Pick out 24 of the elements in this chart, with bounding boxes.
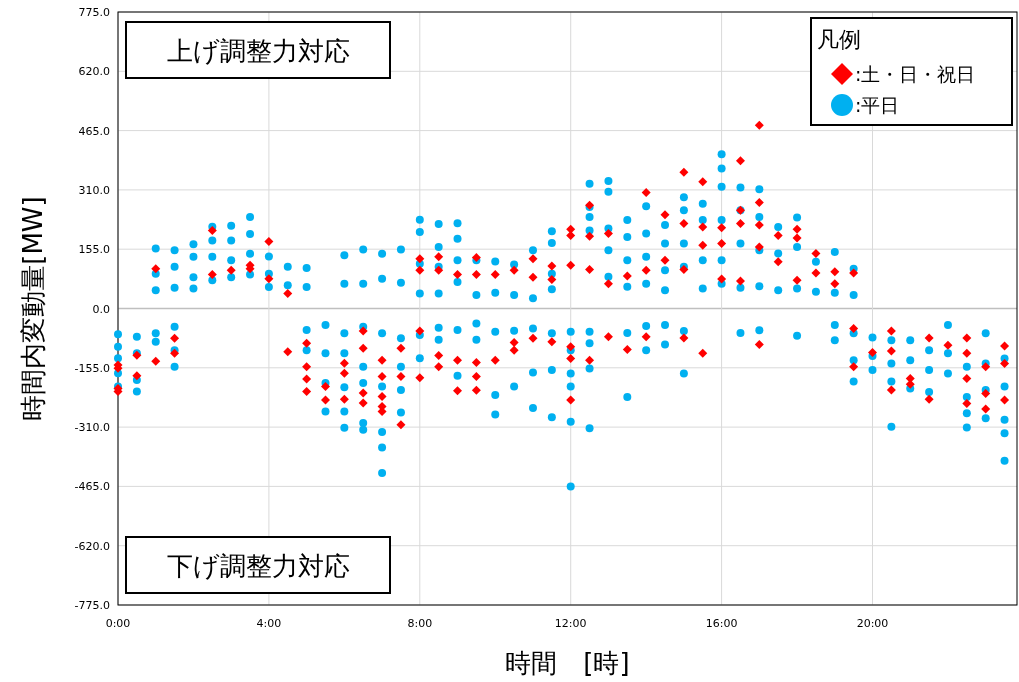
x-axis-title: 時間 [時] [505,648,630,678]
y-tick-label: -775.0 [74,599,110,612]
y-tick-label: 0.0 [92,302,110,316]
annotation: 下げ調整力対応 [166,551,350,581]
y-tick-label: -620.0 [74,539,110,553]
x-tick-label: 16:00 [705,617,738,630]
x-tick-label: 4:00 [256,617,282,630]
legend-label: :土・日・祝日 [855,63,976,85]
y-tick-label: -155.0 [74,361,110,375]
y-tick-label: 310.0 [78,183,110,197]
y-tick-label: 155.0 [78,243,110,257]
y-tick-label: 620.0 [78,65,110,79]
legend-title: 凡例 [817,27,861,52]
y-tick-label: -310.0 [74,421,110,435]
x-tick-label: 12:00 [554,617,587,630]
x-tick-label: 8:00 [407,617,433,630]
y-tick-label: 465.0 [78,124,110,138]
x-tick-label: 20:00 [856,617,889,630]
annotation: 上げ調整力対応 [166,36,350,66]
y-tick-label: -465.0 [74,480,110,494]
legend-label: :平日 [855,94,900,116]
x-tick-label: 0:00 [105,617,131,630]
y-axis-title: 時間内変動量[MW] [18,196,48,421]
y-tick-label: 775.0 [78,6,110,19]
